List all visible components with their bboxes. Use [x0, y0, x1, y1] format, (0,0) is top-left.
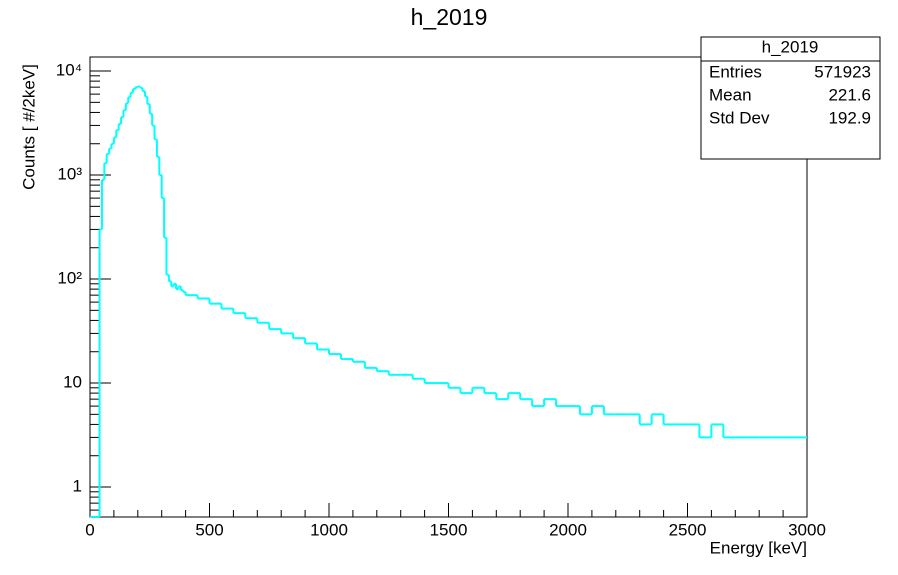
stats-label: Mean	[709, 85, 752, 104]
stats-title: h_2019	[762, 37, 819, 56]
y-tick-label: 1	[73, 477, 82, 496]
x-axis-title: Energy [keV]	[710, 538, 807, 557]
y-axis-title: Counts [ #/2keV]	[19, 64, 38, 190]
y-tick-label: 10⁴	[56, 61, 82, 80]
chart-title: h_2019	[411, 4, 488, 30]
x-tick-label: 0	[85, 520, 94, 539]
stats-label: Entries	[709, 62, 762, 81]
x-tick-label: 2500	[669, 520, 707, 539]
stats-value: 571923	[814, 62, 871, 81]
stats-value: 221.6	[828, 85, 871, 104]
stats-frame	[700, 36, 881, 160]
y-tick-label: 10	[63, 373, 82, 392]
x-tick-label: 1000	[310, 520, 348, 539]
x-tick-label: 3000	[788, 520, 826, 539]
stats-box: h_2019 Entries 571923 Mean 221.6 Std Dev 192.…	[700, 36, 881, 160]
x-tick-label: 1500	[430, 520, 468, 539]
stats-value: 192.9	[828, 108, 871, 127]
y-tick-label: 10³	[57, 165, 82, 184]
y-tick-label: 10²	[57, 269, 82, 288]
x-tick-label: 500	[195, 520, 223, 539]
stats-label: Std Dev	[709, 108, 770, 127]
x-tick-label: 2000	[549, 520, 587, 539]
